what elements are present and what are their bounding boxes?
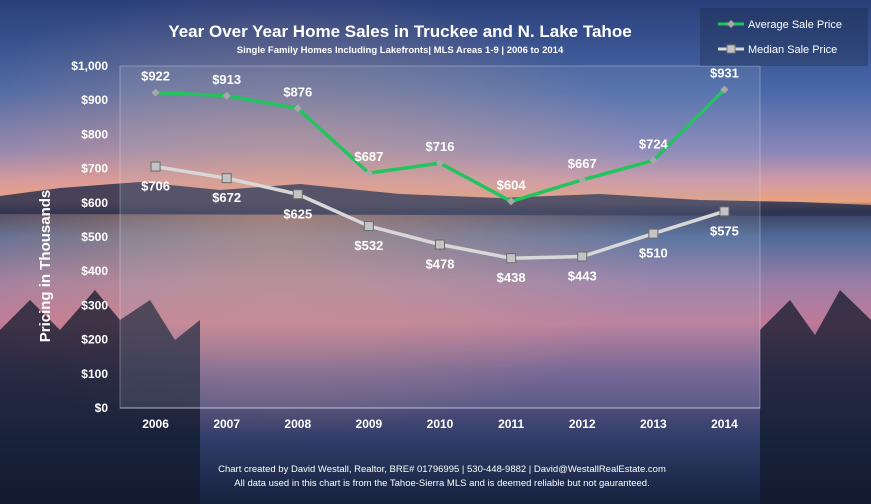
x-tick-label: 2009 bbox=[356, 417, 383, 431]
data-point-median-sale-price bbox=[506, 253, 517, 264]
tree-silhouette-left bbox=[0, 290, 200, 504]
data-point-average-sale-price bbox=[151, 88, 160, 97]
data-label-median-sale-price: $672 bbox=[212, 190, 241, 205]
data-label-median-sale-price: $625 bbox=[283, 206, 312, 221]
data-point-median-sale-price bbox=[719, 206, 730, 217]
data-point-average-sale-price bbox=[364, 169, 373, 178]
y-tick-label: $200 bbox=[81, 333, 108, 347]
legend-label-median: Median Sale Price bbox=[748, 44, 837, 56]
data-label-median-sale-price: $706 bbox=[141, 179, 170, 194]
data-point-average-sale-price bbox=[436, 159, 444, 168]
data-point-average-sale-price bbox=[649, 156, 658, 165]
data-point-median-sale-price bbox=[221, 173, 232, 184]
data-label-average-sale-price: $604 bbox=[497, 177, 527, 192]
legend-swatch-average-marker bbox=[727, 20, 735, 28]
y-tick-label: $100 bbox=[81, 367, 108, 381]
data-label-average-sale-price: $687 bbox=[354, 149, 383, 164]
data-label-average-sale-price: $716 bbox=[426, 139, 455, 154]
x-tick-label: 2012 bbox=[569, 417, 596, 431]
plot-area bbox=[119, 65, 761, 409]
legend-label-average: Average Sale Price bbox=[748, 19, 842, 31]
data-point-average-sale-price bbox=[507, 197, 516, 206]
data-point-median-sale-price bbox=[292, 189, 303, 200]
data-label-median-sale-price: $510 bbox=[639, 246, 668, 261]
y-tick-label: $900 bbox=[81, 93, 108, 107]
data-point-median-sale-price bbox=[150, 161, 161, 172]
data-point-median-sale-price bbox=[363, 221, 374, 232]
data-label-median-sale-price: $438 bbox=[497, 270, 526, 285]
tree-silhouette-right bbox=[760, 290, 871, 504]
data-label-average-sale-price: $913 bbox=[212, 72, 241, 87]
data-point-median-sale-price bbox=[648, 228, 659, 239]
data-point-median-sale-price bbox=[435, 239, 445, 250]
y-tick-label: $400 bbox=[81, 264, 108, 278]
data-label-median-sale-price: $443 bbox=[568, 268, 597, 283]
y-tick-label: $0 bbox=[95, 401, 109, 415]
x-tick-label: 2013 bbox=[640, 417, 667, 431]
legend-box bbox=[700, 8, 868, 66]
y-tick-label: $1,000 bbox=[71, 59, 108, 73]
data-label-median-sale-price: $575 bbox=[710, 223, 739, 238]
data-label-average-sale-price: $931 bbox=[710, 66, 739, 81]
y-tick-label: $300 bbox=[81, 298, 108, 312]
x-tick-label: 2007 bbox=[213, 417, 240, 431]
footer-credit: Chart created by David Westall, Realtor,… bbox=[218, 464, 666, 475]
x-tick-label: 2008 bbox=[284, 417, 311, 431]
data-point-average-sale-price bbox=[720, 85, 729, 94]
data-label-average-sale-price: $724 bbox=[639, 136, 669, 151]
x-tick-label: 2014 bbox=[711, 417, 738, 431]
y-tick-label: $600 bbox=[81, 196, 108, 210]
x-tick-label: 2010 bbox=[427, 417, 454, 431]
mountain-silhouette bbox=[0, 182, 871, 216]
y-tick-label: $700 bbox=[81, 162, 108, 176]
legend-swatch-median-marker bbox=[726, 44, 736, 54]
data-label-average-sale-price: $876 bbox=[283, 84, 312, 99]
y-tick-label: $800 bbox=[81, 127, 108, 141]
data-point-average-sale-price bbox=[293, 104, 302, 113]
x-tick-label: 2006 bbox=[142, 417, 169, 431]
chart-subtitle: Single Family Homes Including Lakefronts… bbox=[237, 45, 564, 56]
chart-title: Year Over Year Home Sales in Truckee and… bbox=[168, 22, 631, 41]
data-point-median-sale-price bbox=[577, 251, 588, 262]
footer-disclaimer: All data used in this chart is from the … bbox=[234, 478, 649, 489]
y-tick-label: $500 bbox=[81, 230, 108, 244]
data-label-median-sale-price: $532 bbox=[354, 238, 383, 253]
data-label-average-sale-price: $922 bbox=[141, 69, 170, 84]
data-label-average-sale-price: $667 bbox=[568, 156, 597, 171]
x-tick-label: 2011 bbox=[498, 417, 524, 431]
data-point-average-sale-price bbox=[578, 175, 587, 184]
y-axis-label: Pricing in Thousands bbox=[37, 190, 54, 343]
data-point-average-sale-price bbox=[222, 91, 231, 100]
data-label-median-sale-price: $478 bbox=[426, 257, 455, 272]
legend: Average Sale Price Median Sale Price bbox=[700, 8, 868, 66]
